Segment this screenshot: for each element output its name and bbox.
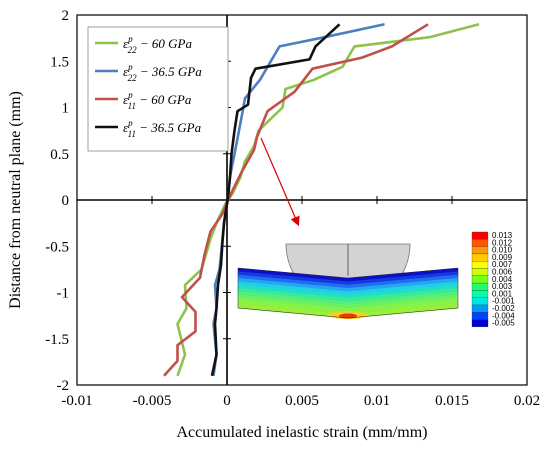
colorbar-label: 0.009 — [492, 253, 513, 262]
beam-band — [238, 288, 458, 302]
legend-label-e11-365: εp 11 − 36.5 GPa — [123, 118, 202, 139]
axes-group: -0.01 -0.005 0 0.005 0.01 0.015 0.02 2 1.5 1 0.5 0 -… — [45, 8, 540, 409]
colorbar-label: 0.003 — [492, 282, 513, 291]
colorbar-cell — [471, 231, 489, 240]
legend-box — [87, 26, 229, 152]
legend-label-e11-60: εp 11 − 60 GPa — [123, 90, 192, 111]
x-tick-label: -0.01 — [61, 393, 92, 409]
legend-label-e22-365: εp 22 − 36.5 GPa — [123, 62, 202, 83]
series-group — [163, 23, 480, 377]
colorbar-cell — [471, 297, 489, 306]
x-tick-label: 0.02 — [514, 393, 540, 409]
colorbar-cell — [471, 319, 489, 328]
colorbar-label: -0.004 — [492, 311, 515, 320]
y-axis-title: Distance from neutral plane (mm) — [7, 91, 24, 309]
x-axis-title: Accumulated inelastic strain (mm/mm) — [176, 424, 427, 441]
beam-band — [238, 298, 458, 312]
colorbar-label: 0.007 — [492, 260, 513, 269]
colorbar-cell — [471, 282, 489, 291]
y-tick-label: 0.5 — [50, 147, 69, 163]
colorbar-label: 0.010 — [492, 246, 513, 255]
legend: εp 22 − 60 GPa εp 22 − 36.5 GPa εp 11 − 60 GP… — [87, 26, 229, 152]
legend-label-e22-60: εp 22 − 60 GPa — [123, 34, 192, 55]
colorbar-cell — [471, 253, 489, 262]
colorbar-label: 0.012 — [492, 238, 513, 247]
beam-band — [238, 284, 458, 299]
colorbar-label: 0.001 — [492, 289, 513, 298]
colorbar-cell — [471, 268, 489, 276]
colorbar-cell — [471, 261, 489, 269]
x-tick-label: 0.005 — [285, 393, 319, 409]
colorbar-label: -0.005 — [492, 319, 515, 328]
y-tick-label: -1.5 — [45, 332, 69, 348]
x-tick-label: 0.01 — [364, 393, 390, 409]
colorbar-cell — [471, 304, 489, 313]
beam-band — [238, 281, 458, 296]
pointer-arrow — [260, 137, 300, 227]
series-line-e11-365 — [210, 23, 341, 377]
inset-contour-plot: 0.0130.0120.0100.0090.0070.0060.0040.003… — [237, 137, 515, 328]
y-tick-label: 1.5 — [50, 54, 69, 70]
colorbar-cell — [471, 239, 489, 247]
y-tick-label: -2 — [57, 378, 70, 394]
y-tick-label: 1 — [62, 101, 70, 117]
y-tick-label: 0 — [62, 193, 70, 209]
hotspot-inner — [339, 313, 357, 319]
colorbar-cell — [471, 312, 489, 320]
beam-band — [238, 294, 458, 309]
colorbar-label: 0.013 — [492, 231, 513, 240]
beam-band — [238, 271, 458, 286]
x-tick-label: 0.015 — [435, 393, 469, 409]
colorbar-cell — [471, 275, 489, 284]
colorbar-label: -0.002 — [492, 304, 515, 313]
colorbar-label: 0.004 — [492, 275, 513, 284]
colorbar-label: -0.001 — [492, 297, 515, 306]
colorbar-cell — [471, 290, 489, 298]
beam-outline — [237, 267, 459, 319]
y-tick-label: 2 — [62, 8, 70, 24]
y-tick-label: -0.5 — [45, 239, 69, 255]
beam-band — [238, 278, 458, 292]
y-tick-label: -1 — [57, 286, 70, 302]
beam-band — [238, 274, 458, 289]
colorbar-cell — [471, 246, 489, 255]
beam-band — [238, 268, 458, 282]
x-tick-label: 0 — [223, 393, 231, 409]
x-tick-label: -0.005 — [133, 393, 172, 409]
colorbar-label: 0.006 — [492, 268, 513, 277]
beam-band — [238, 291, 458, 306]
